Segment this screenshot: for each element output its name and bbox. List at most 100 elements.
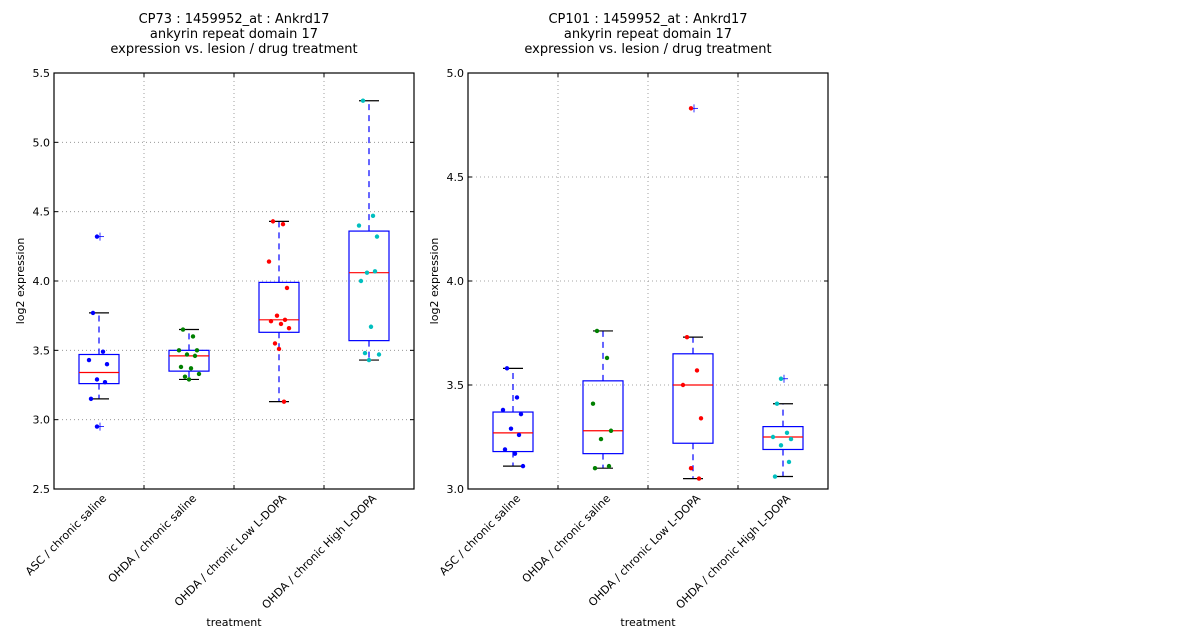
data-point (590, 401, 596, 406)
data-point (362, 350, 368, 356)
data-point (608, 428, 614, 433)
data-point (360, 98, 366, 103)
data-point (184, 352, 190, 357)
data-point (370, 213, 376, 219)
y-tick-label: 3.0 (33, 414, 51, 427)
data-point (272, 341, 278, 346)
data-point (94, 377, 100, 382)
data-point (358, 278, 364, 284)
data-point (372, 269, 378, 274)
data-point (276, 346, 282, 352)
data-point (90, 310, 96, 316)
x-tick-label: OHDA / chronic saline (106, 492, 200, 586)
data-point (368, 324, 374, 329)
data-point (786, 459, 792, 465)
iqr-box (492, 411, 534, 453)
iqr-box (672, 353, 714, 444)
data-point (778, 376, 784, 381)
data-point (516, 432, 522, 438)
iqr-box (258, 281, 300, 333)
data-point (696, 476, 702, 481)
data-point (192, 353, 198, 359)
data-point (684, 334, 690, 340)
y-tick-label: 4.5 (33, 206, 51, 219)
box-group-1 (492, 366, 534, 469)
data-point (266, 259, 272, 264)
data-point (772, 474, 778, 479)
iqr-box (582, 380, 624, 455)
data-point (374, 234, 380, 239)
data-point (502, 447, 508, 452)
data-point (364, 270, 370, 275)
data-point (598, 436, 604, 442)
x-axis-label: treatment (206, 616, 262, 629)
data-point (94, 234, 100, 239)
box-group-4 (762, 374, 804, 479)
box-group-3 (672, 104, 714, 481)
data-point (270, 219, 276, 224)
data-point (284, 285, 290, 291)
data-point (518, 411, 524, 417)
data-point (282, 317, 288, 323)
data-point (182, 374, 188, 379)
y-tick-label: 3.5 (33, 344, 51, 357)
data-point (281, 399, 287, 404)
y-tick-label: 4.0 (33, 275, 51, 288)
data-point (180, 327, 186, 332)
data-point (500, 407, 506, 413)
data-point (286, 325, 292, 331)
data-point (592, 466, 598, 471)
data-point (356, 223, 362, 228)
chart-title-line: ankyrin repeat domain 17 (564, 27, 732, 42)
data-point (688, 466, 694, 471)
data-point (86, 357, 92, 363)
chart-title-line: expression vs. lesion / drug treatment (524, 42, 771, 57)
data-point (770, 434, 776, 440)
y-axis-label: log2 expression (428, 238, 441, 325)
data-point (278, 321, 284, 327)
data-point (196, 371, 202, 377)
y-tick-label: 3.0 (447, 483, 465, 496)
data-point (504, 366, 510, 371)
box-group-2 (582, 328, 624, 471)
chart-title-line: CP101 : 1459952_at : Ankrd17 (548, 12, 747, 27)
data-point (88, 396, 94, 402)
y-tick-label: 4.5 (447, 171, 465, 184)
box-group-4 (348, 98, 390, 363)
data-point (178, 364, 184, 370)
y-tick-label: 4.0 (447, 275, 465, 288)
chart-title-line: expression vs. lesion / drug treatment (110, 42, 357, 57)
data-point (186, 377, 192, 382)
data-point (102, 380, 108, 385)
data-point (508, 426, 514, 431)
data-point (698, 416, 704, 421)
y-tick-label: 5.5 (33, 67, 51, 80)
data-point (774, 401, 780, 406)
y-tick-label: 5.0 (33, 136, 51, 149)
data-point (694, 368, 700, 373)
y-tick-label: 3.5 (447, 379, 465, 392)
data-point (280, 221, 286, 227)
box-group-3 (258, 219, 300, 404)
x-tick-label: ASC / chronic saline (23, 492, 109, 578)
data-point (274, 313, 280, 318)
plot-frame (467, 72, 829, 490)
data-point (188, 366, 194, 371)
data-point (520, 463, 526, 469)
data-point (688, 106, 694, 111)
x-tick-label: OHDA / chronic saline (520, 492, 614, 586)
iqr-box (348, 230, 390, 342)
y-axis-label: log2 expression (14, 238, 27, 325)
data-point (100, 349, 106, 354)
data-point (514, 395, 520, 400)
chart-title-line: ankyrin repeat domain 17 (150, 27, 318, 42)
chart-title-line: CP73 : 1459952_at : Ankrd17 (139, 12, 330, 27)
data-point (176, 348, 182, 353)
x-tick-label: ASC / chronic saline (437, 492, 523, 578)
data-point (268, 319, 274, 324)
data-point (190, 334, 196, 339)
box-group-2 (168, 327, 210, 382)
box-group-1 (78, 232, 120, 431)
